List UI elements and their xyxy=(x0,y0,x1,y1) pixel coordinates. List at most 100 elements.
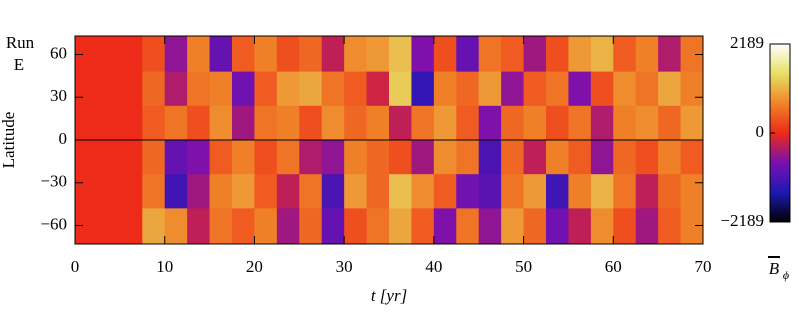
heatmap-cell xyxy=(523,208,547,245)
heatmap-cell xyxy=(613,140,637,175)
heatmap-cell xyxy=(590,105,614,141)
heatmap-cell xyxy=(680,140,704,175)
heatmap-cell xyxy=(590,174,614,209)
heatmap-cell xyxy=(142,36,166,73)
heatmap-cell xyxy=(590,71,614,107)
heatmap-cell xyxy=(366,208,390,245)
heatmap-cell xyxy=(344,36,368,73)
heatmap-cell xyxy=(119,140,143,175)
heatmap-cell xyxy=(478,140,502,175)
heatmap-cell xyxy=(187,36,211,73)
heatmap-cell xyxy=(635,140,659,175)
heatmap-cell xyxy=(433,71,457,107)
y-tick-label: −30 xyxy=(40,172,67,191)
colorbar-tick-label: −2189 xyxy=(720,211,764,230)
x-tick-label: 50 xyxy=(515,257,532,276)
heatmap-cell xyxy=(344,71,368,107)
heatmap-cell xyxy=(187,208,211,245)
y-tick-label: 60 xyxy=(50,43,67,62)
heatmap-cell xyxy=(164,71,188,107)
heatmap-cell xyxy=(344,174,368,209)
heatmap-cell xyxy=(276,71,300,107)
heatmap-cell xyxy=(119,71,143,107)
heatmap-cell xyxy=(232,208,255,245)
x-tick-label: 70 xyxy=(695,257,712,276)
heatmap-cell xyxy=(97,71,121,107)
heatmap-cell xyxy=(232,140,255,175)
heatmap-cell xyxy=(478,174,502,209)
heatmap-cell xyxy=(97,140,121,175)
heatmap-cell xyxy=(276,105,300,141)
x-tick-label: 40 xyxy=(425,257,442,276)
heatmap-cell xyxy=(75,174,98,209)
heatmap-cell xyxy=(568,105,592,141)
heatmap-cell xyxy=(187,140,211,175)
heatmap-cell xyxy=(299,105,323,141)
heatmap-cell xyxy=(501,140,525,175)
heatmap-cell xyxy=(254,140,278,175)
heatmap-cell xyxy=(456,174,480,209)
heatmap-cell xyxy=(276,174,300,209)
heatmap-cell xyxy=(590,140,614,175)
heatmap-cell xyxy=(680,208,704,245)
heatmap-cell xyxy=(321,36,345,73)
heatmap-cell xyxy=(75,208,98,245)
heatmap-cell xyxy=(254,71,278,107)
heatmap-cell xyxy=(411,105,435,141)
heatmap-cell xyxy=(119,105,143,141)
heatmap-cell xyxy=(209,105,233,141)
heatmap-cell xyxy=(119,208,143,245)
colorbar-label-sub: ϕ xyxy=(783,268,789,282)
run-label: E xyxy=(14,55,24,74)
heatmap-cell xyxy=(546,140,569,175)
x-tick-label: 0 xyxy=(71,257,80,276)
heatmap-cell xyxy=(478,105,502,141)
y-axis-label: Latitude xyxy=(0,112,18,169)
heatmap-cell xyxy=(164,140,188,175)
heatmap-cell xyxy=(232,105,255,141)
heatmap-cell xyxy=(119,174,143,209)
y-tick-label: 30 xyxy=(50,86,67,105)
heatmap-cell xyxy=(658,71,682,107)
colorbar-tick-label: 0 xyxy=(756,122,765,141)
heatmap-cell xyxy=(501,36,525,73)
heatmap-cell xyxy=(254,174,278,209)
heatmap-cell xyxy=(523,105,547,141)
heatmap-cell xyxy=(635,36,659,73)
heatmap-cell xyxy=(164,36,188,73)
heatmap-cell xyxy=(523,71,547,107)
heatmap-cell xyxy=(276,208,300,245)
heatmap-cell xyxy=(142,208,166,245)
x-tick-label: 30 xyxy=(336,257,353,276)
heatmap-cell xyxy=(411,208,435,245)
heatmap-cells xyxy=(75,36,704,245)
heatmap-cell xyxy=(658,36,682,73)
heatmap-cell xyxy=(119,36,143,73)
heatmap-cell xyxy=(164,208,188,245)
x-tick-label: 10 xyxy=(156,257,173,276)
heatmap-cell xyxy=(546,174,569,209)
heatmap-cell xyxy=(680,36,704,73)
heatmap-cell xyxy=(321,140,345,175)
heatmap-cell xyxy=(635,208,659,245)
heatmap-cell xyxy=(680,174,704,209)
heatmap-cell xyxy=(209,140,233,175)
x-tick-label: 20 xyxy=(246,257,263,276)
heatmap-cell xyxy=(299,208,323,245)
colorbar-label: B xyxy=(769,259,780,278)
heatmap-cell xyxy=(501,105,525,141)
heatmap-cell xyxy=(344,140,368,175)
x-axis-label: t [yr] xyxy=(371,286,407,305)
heatmap-cell xyxy=(299,36,323,73)
heatmap-cell xyxy=(75,140,98,175)
heatmap-cell xyxy=(366,36,390,73)
heatmap-cell xyxy=(501,174,525,209)
heatmap-cell xyxy=(209,36,233,73)
heatmap-cell xyxy=(546,36,569,73)
heatmap-cell xyxy=(411,36,435,73)
heatmap-cell xyxy=(635,105,659,141)
heatmap-cell xyxy=(299,140,323,175)
heatmap-cell xyxy=(142,71,166,107)
heatmap-cell xyxy=(456,36,480,73)
heatmap-cell xyxy=(209,174,233,209)
